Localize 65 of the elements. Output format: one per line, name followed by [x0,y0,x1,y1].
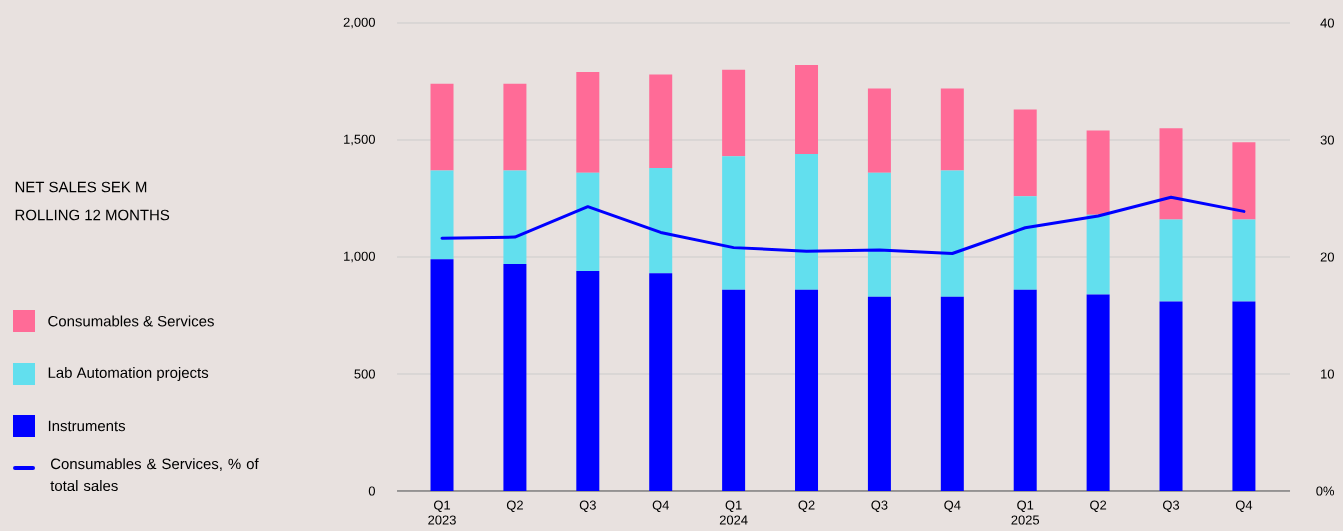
y2-tick-label: 10 [1321,369,1334,379]
x-tick-label: Q1 2023 [428,500,456,525]
bar [430,259,454,491]
legend-label: Instruments [48,420,126,432]
bar [430,83,454,171]
bar [940,296,964,491]
bar [867,88,891,173]
y-tick-label: 0 [368,486,375,496]
bar [1159,128,1183,220]
bar [1013,196,1037,290]
x-tick-label: Q2 [1090,500,1107,512]
bar [1013,289,1037,491]
y2-tick-label: 0% [1316,486,1335,496]
y2-tick-label: 40 [1320,18,1334,28]
legend-label: Consumables & Services, % of total sales [50,458,259,492]
bar [867,296,891,491]
x-tick-label: Q3 [871,500,888,512]
bar [649,74,673,169]
x-tick-label: Q3 [1162,500,1180,512]
bar [795,65,819,155]
x-tick-label: Q4 [944,500,961,512]
text: ROLLING 12 MONTHS [15,209,170,221]
bar [795,154,819,290]
text: NET SALES SEK M [15,181,147,193]
bar [795,289,819,491]
y-tick-label: 2,000 [343,17,375,29]
x-tick-label: Q4 [652,500,669,512]
bar [576,172,600,272]
legend-label: Consumables & Services [48,315,214,327]
x-tick-label: Q1 2024 [719,500,748,525]
y-tick-label: 500 [354,369,375,379]
y2-tick-label: 20 [1320,252,1334,262]
bar [576,271,600,491]
x-tick-label: Q3 [579,500,596,512]
bar [503,170,527,265]
y-tick-label: 1,500 [344,134,375,146]
bar [1159,219,1183,302]
bar [576,72,600,173]
legend-label: Lab Automation projects [48,367,209,381]
bar [649,168,673,274]
bar [867,172,891,297]
bar [1086,294,1110,491]
bar [649,273,673,491]
x-tick-label: Q1 2025 [1011,500,1040,525]
y2-tick-label: 30 [1320,135,1334,145]
bar [1086,130,1110,215]
x-tick-label: Q2 [506,500,523,512]
bar [722,289,746,491]
bar [503,264,527,491]
bar [1232,301,1256,491]
bar [722,69,746,157]
bar [722,156,746,290]
bar [1013,109,1037,197]
bar [940,88,964,171]
bar [1086,214,1110,295]
y-tick-label: 1,000 [344,251,375,263]
bar [503,83,527,171]
bar [430,170,454,260]
x-tick-label: Q2 [798,500,815,512]
x-tick-label: Q4 [1235,500,1253,512]
bar [1232,142,1256,220]
bar [940,170,964,297]
line-series [440,195,1246,255]
bar [1232,219,1256,302]
bar [1159,301,1183,491]
